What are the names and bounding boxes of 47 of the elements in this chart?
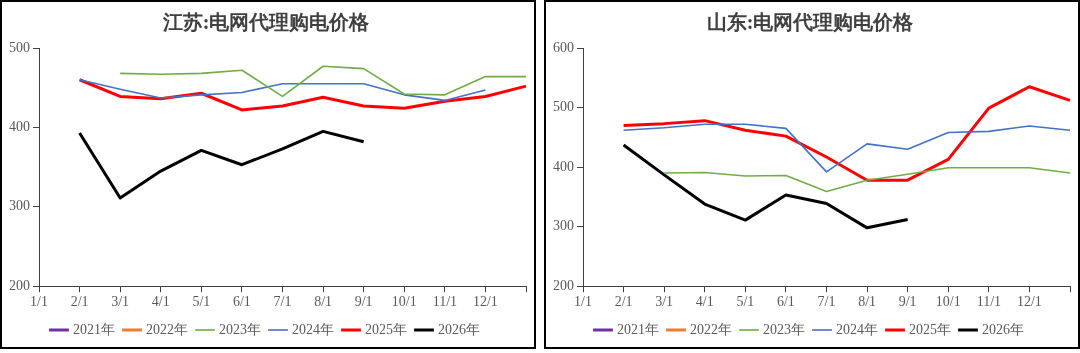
x-tick-label: 5/1 [192, 294, 211, 310]
x-tick-label: 4/1 [695, 294, 714, 310]
x-tick-label: 7/1 [817, 294, 836, 310]
legend-label: 2024年 [836, 321, 878, 337]
legend-label: 2026年 [982, 321, 1024, 337]
legend-label: 2022年 [690, 321, 732, 337]
y-tick-label: 600 [553, 39, 574, 55]
legend-label: 2023年 [219, 321, 261, 337]
legend-label: 2025年 [365, 321, 407, 337]
y-tick-label: 400 [9, 119, 30, 135]
y-tick-label: 500 [553, 99, 574, 115]
x-tick-label: 6/1 [776, 294, 795, 310]
x-tick-label: 8/1 [858, 294, 877, 310]
legend-label: 2024年 [292, 321, 334, 337]
x-tick-label: 11/1 [976, 294, 1002, 310]
chart-title: 山东:电网代理购电价格 [706, 11, 915, 34]
legend-label: 2025年 [909, 321, 951, 337]
y-tick-label: 200 [9, 277, 30, 293]
x-tick-label: 2/1 [614, 294, 633, 310]
y-tick-label: 500 [9, 39, 30, 55]
legend-label: 2021年 [617, 321, 659, 337]
x-tick-label: 8/1 [314, 294, 333, 310]
chart-title: 江苏:电网代理购电价格 [161, 11, 371, 34]
x-tick-label: 9/1 [354, 294, 373, 310]
x-tick-label: 10/1 [391, 294, 417, 310]
x-tick-label: 12/1 [1016, 294, 1042, 310]
x-tick-label: 3/1 [111, 294, 130, 310]
x-tick-label: 7/1 [273, 294, 292, 310]
x-tick-label: 5/1 [736, 294, 755, 310]
y-tick-label: 300 [9, 198, 30, 214]
x-tick-label: 12/1 [472, 294, 498, 310]
y-tick-label: 200 [553, 277, 574, 293]
x-tick-label: 6/1 [232, 294, 251, 310]
legend-label: 2023年 [763, 321, 805, 337]
legend-label: 2026年 [438, 321, 480, 337]
x-tick-label: 9/1 [898, 294, 917, 310]
x-tick-label: 10/1 [935, 294, 961, 310]
legend-label: 2021年 [73, 321, 115, 337]
x-tick-label: 11/1 [432, 294, 458, 310]
x-tick-label: 1/1 [574, 294, 592, 310]
x-tick-label: 4/1 [151, 294, 170, 310]
x-tick-label: 2/1 [70, 294, 89, 310]
y-tick-label: 400 [553, 158, 574, 174]
x-tick-label: 3/1 [655, 294, 674, 310]
y-tick-label: 300 [553, 218, 574, 234]
legend-label: 2022年 [146, 321, 188, 337]
x-tick-label: 1/1 [30, 294, 48, 310]
